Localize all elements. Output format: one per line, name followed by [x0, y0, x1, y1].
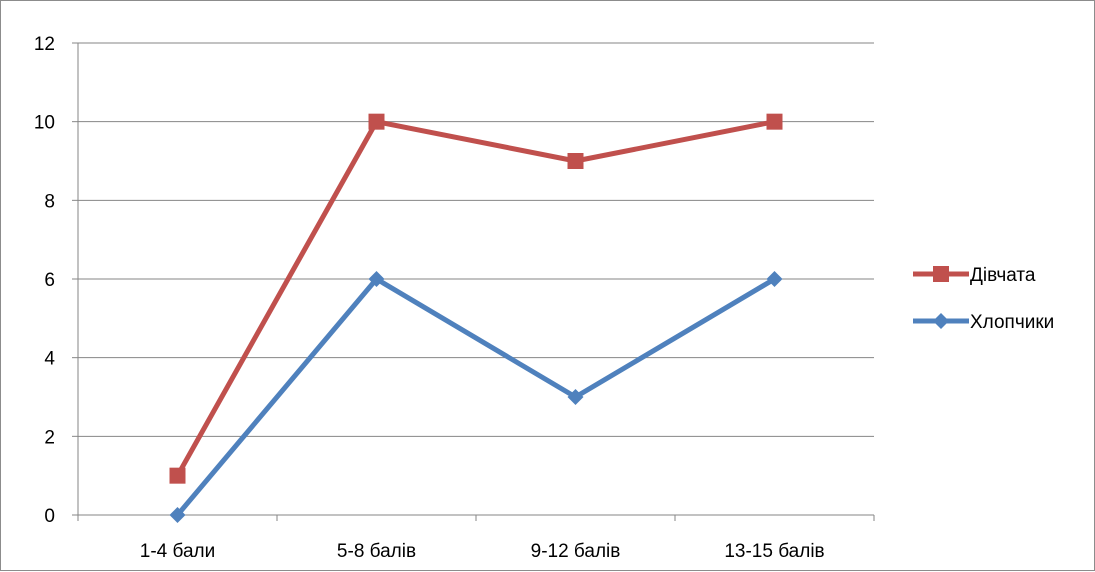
legend-label: Хлопчики: [970, 312, 1054, 333]
legend-marker: [933, 313, 949, 329]
y-tick-label: 4: [44, 349, 55, 370]
data-point: [567, 389, 584, 405]
y-tick-label: 10: [34, 113, 55, 134]
series-line: [175, 119, 777, 479]
data-point: [169, 507, 186, 523]
data-point: [766, 271, 783, 287]
series-layer: [169, 113, 783, 523]
x-tick-label: 9-12 балів: [531, 541, 621, 562]
legend-item: Хлопчики: [913, 312, 1054, 333]
data-point: [567, 153, 584, 169]
y-tick-label: 12: [34, 34, 55, 55]
data-point: [766, 113, 783, 130]
series-divchata: [169, 113, 783, 484]
data-point: [368, 271, 385, 287]
y-tick-label: 8: [44, 191, 55, 212]
y-tick-label: 0: [44, 506, 55, 527]
series-line: [175, 276, 777, 518]
x-tick-label: 13-15 балів: [724, 541, 824, 562]
y-tick-label: 6: [44, 270, 55, 291]
data-point: [169, 467, 186, 484]
legend-item: Дівчата: [913, 265, 1036, 286]
y-tick-label: 2: [44, 427, 55, 448]
series-khlopchyky: [169, 271, 783, 523]
axes: 0 2 4 6 8 10 12 1-4 бали 5-8 балів 9-12 балів 13-1…: [34, 34, 875, 562]
data-point: [368, 113, 385, 130]
legend-label: Дівчата: [970, 265, 1036, 286]
legend-marker: [933, 266, 949, 282]
x-tick-label: 1-4 бали: [140, 541, 215, 562]
legend: Дівчата Хлопчики: [913, 265, 1054, 333]
gridlines: [78, 42, 874, 437]
x-tick-label: 5-8 балів: [337, 541, 416, 562]
